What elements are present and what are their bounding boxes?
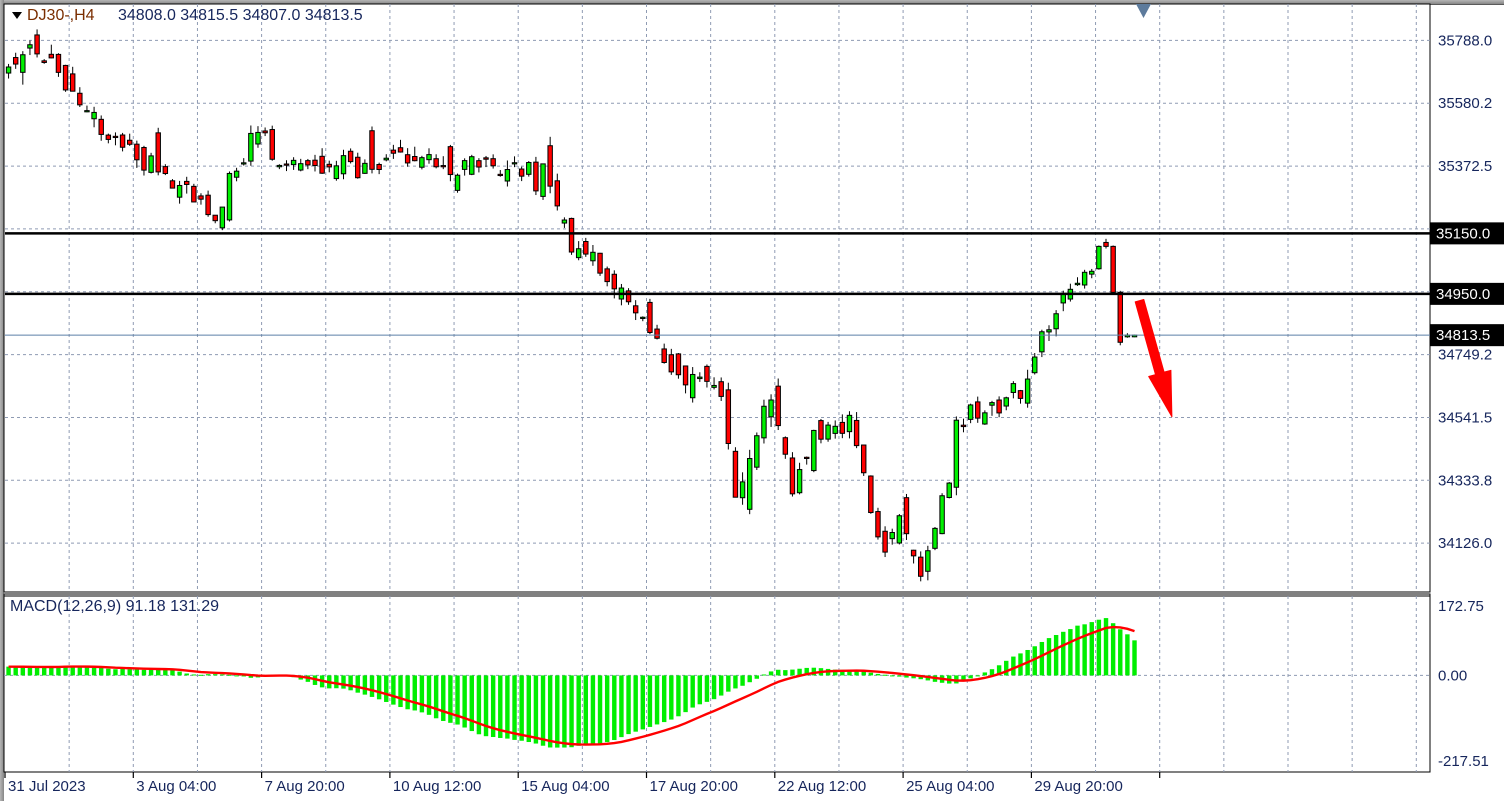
svg-text:25 Aug 04:00: 25 Aug 04:00: [906, 778, 994, 795]
svg-text:35788.0: 35788.0: [1438, 32, 1492, 49]
svg-text:22 Aug 12:00: 22 Aug 12:00: [778, 778, 866, 795]
svg-text:35580.2: 35580.2: [1438, 95, 1492, 112]
svg-text:29 Aug 20:00: 29 Aug 20:00: [1034, 778, 1122, 795]
svg-text:-217.51: -217.51: [1438, 753, 1489, 770]
svg-text:7 Aug 20:00: 7 Aug 20:00: [265, 778, 345, 795]
svg-text:34126.0: 34126.0: [1438, 535, 1492, 552]
svg-text:17 Aug 20:00: 17 Aug 20:00: [650, 778, 738, 795]
svg-text:34749.2: 34749.2: [1438, 347, 1492, 364]
svg-text:3 Aug 04:00: 3 Aug 04:00: [136, 778, 216, 795]
svg-text:34541.5: 34541.5: [1438, 409, 1492, 426]
svg-text:0.00: 0.00: [1438, 667, 1467, 684]
svg-text:34808.0 34815.5 34807.0 34813.: 34808.0 34815.5 34807.0 34813.5: [118, 7, 363, 24]
svg-text:34950.0: 34950.0: [1436, 286, 1490, 303]
svg-text:31 Jul 2023: 31 Jul 2023: [8, 778, 86, 795]
svg-text:15 Aug 04:00: 15 Aug 04:00: [521, 778, 609, 795]
svg-text:35150.0: 35150.0: [1436, 225, 1490, 242]
svg-text:34333.8: 34333.8: [1438, 472, 1492, 489]
svg-text:MACD(12,26,9) 91.18 131.29: MACD(12,26,9) 91.18 131.29: [10, 598, 219, 615]
svg-text:10 Aug 12:00: 10 Aug 12:00: [393, 778, 481, 795]
svg-text:35372.5: 35372.5: [1438, 158, 1492, 175]
svg-text:DJ30-,H4: DJ30-,H4: [27, 7, 95, 24]
svg-text:34813.5: 34813.5: [1436, 327, 1490, 344]
svg-text:172.75: 172.75: [1438, 598, 1484, 615]
